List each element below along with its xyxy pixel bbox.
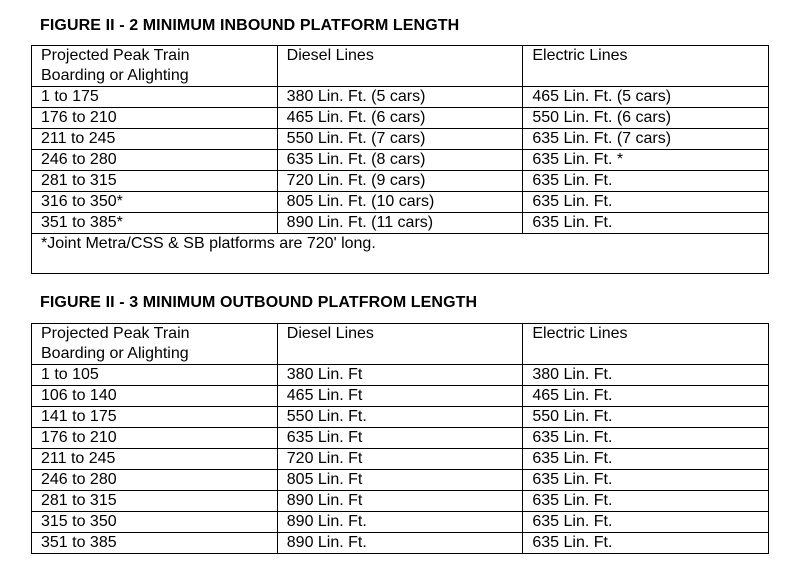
cell-boarding-range: 106 to 140 xyxy=(31,385,278,407)
table-row: 246 to 280 805 Lin. Ft 635 Lin. Ft. xyxy=(31,469,769,491)
table-row: 176 to 210 465 Lin. Ft. (6 cars) 550 Lin. … xyxy=(31,107,769,129)
cell-boarding-range: 351 to 385* xyxy=(31,212,278,234)
table-row: 1 to 105 380 Lin. Ft 380 Lin. Ft. xyxy=(31,364,769,386)
table-row: 315 to 350 890 Lin. Ft. 635 Lin. Ft. xyxy=(31,511,769,533)
cell-diesel-length: 380 Lin. Ft xyxy=(276,364,524,386)
table-row: 176 to 210 635 Lin. Ft 635 Lin. Ft. xyxy=(31,427,769,449)
outbound-platform-table: Projected Peak Train Boarding or Alighti… xyxy=(31,323,769,554)
cell-boarding-range: 281 to 315 xyxy=(31,170,278,192)
cell-electric-length: 635 Lin. Ft. xyxy=(522,469,769,491)
cell-boarding-range: 246 to 280 xyxy=(31,469,278,491)
table-header-row: Projected Peak Train Boarding or Alighti… xyxy=(31,45,769,87)
figure-2-title: FIGURE II - 2 MINIMUM INBOUND PLATFORM L… xyxy=(40,17,460,34)
header-col-projected-line2: Boarding or Alighting xyxy=(41,345,189,362)
cell-boarding-range: 1 to 105 xyxy=(31,364,278,386)
header-col-electric: Electric Lines xyxy=(522,323,769,365)
header-col-projected-line1: Projected Peak Train xyxy=(41,47,190,64)
cell-electric-length: 635 Lin. Ft. xyxy=(522,212,769,234)
cell-electric-length: 550 Lin. Ft. (6 cars) xyxy=(522,107,769,129)
header-col-diesel: Diesel Lines xyxy=(276,323,524,365)
cell-diesel-length: 635 Lin. Ft. (8 cars) xyxy=(276,149,524,171)
cell-electric-length: 635 Lin. Ft. xyxy=(522,170,769,192)
table-row: 281 to 315 720 Lin. Ft. (9 cars) 635 Lin. … xyxy=(31,170,769,192)
cell-boarding-range: 315 to 350 xyxy=(31,511,278,533)
cell-diesel-length: 890 Lin. Ft. xyxy=(276,511,524,533)
header-col-projected-line2: Boarding or Alighting xyxy=(41,67,189,84)
header-col-projected: Projected Peak Train Boarding or Alighti… xyxy=(31,323,278,365)
table-row: 106 to 140 465 Lin. Ft 465 Lin. Ft. xyxy=(31,385,769,407)
cell-diesel-length: 890 Lin. Ft. xyxy=(276,532,524,554)
cell-electric-length: 550 Lin. Ft. xyxy=(522,406,769,428)
table-row: 141 to 175 550 Lin. Ft. 550 Lin. Ft. xyxy=(31,406,769,428)
cell-electric-length: 635 Lin. Ft. xyxy=(522,532,769,554)
header-col-electric: Electric Lines xyxy=(522,45,769,87)
table-row: 316 to 350* 805 Lin. Ft. (10 cars) 635 Lin… xyxy=(31,191,769,213)
cell-diesel-length: 890 Lin. Ft. (11 cars) xyxy=(276,212,524,234)
cell-diesel-length: 805 Lin. Ft. (10 cars) xyxy=(276,191,524,213)
cell-diesel-length: 720 Lin. Ft. (9 cars) xyxy=(276,170,524,192)
table-row: 246 to 280 635 Lin. Ft. (8 cars) 635 Lin. … xyxy=(31,149,769,171)
cell-boarding-range: 141 to 175 xyxy=(31,406,278,428)
cell-diesel-length: 550 Lin. Ft. xyxy=(276,406,524,428)
cell-electric-length: 635 Lin. Ft. xyxy=(522,511,769,533)
header-col-diesel: Diesel Lines xyxy=(276,45,524,87)
header-col-projected-line1: Projected Peak Train xyxy=(41,325,190,342)
cell-boarding-range: 281 to 315 xyxy=(31,490,278,512)
cell-boarding-range: 211 to 245 xyxy=(31,128,278,150)
cell-diesel-length: 720 Lin. Ft xyxy=(276,448,524,470)
cell-electric-length: 380 Lin. Ft. xyxy=(522,364,769,386)
cell-diesel-length: 380 Lin. Ft. (5 cars) xyxy=(276,86,524,108)
cell-electric-length: 465 Lin. Ft. (5 cars) xyxy=(522,86,769,108)
figure-3-title: FIGURE II - 3 MINIMUM OUTBOUND PLATFROM … xyxy=(40,294,478,311)
cell-boarding-range: 246 to 280 xyxy=(31,149,278,171)
cell-electric-length: 635 Lin. Ft. * xyxy=(522,149,769,171)
cell-electric-length: 635 Lin. Ft. xyxy=(522,427,769,449)
cell-boarding-range: 211 to 245 xyxy=(31,448,278,470)
table-row: 281 to 315 890 Lin. Ft 635 Lin. Ft. xyxy=(31,490,769,512)
table-footnote-row: *Joint Metra/CSS & SB platforms are 720'… xyxy=(31,233,769,274)
cell-diesel-length: 550 Lin. Ft. (7 cars) xyxy=(276,128,524,150)
cell-boarding-range: 351 to 385 xyxy=(31,532,278,554)
cell-boarding-range: 176 to 210 xyxy=(31,107,278,129)
cell-boarding-range: 1 to 175 xyxy=(31,86,278,108)
table-header-row: Projected Peak Train Boarding or Alighti… xyxy=(31,323,769,365)
header-col-projected: Projected Peak Train Boarding or Alighti… xyxy=(31,45,278,87)
cell-diesel-length: 465 Lin. Ft xyxy=(276,385,524,407)
cell-boarding-range: 176 to 210 xyxy=(31,427,278,449)
cell-electric-length: 635 Lin. Ft. xyxy=(522,448,769,470)
table-row: 211 to 245 550 Lin. Ft. (7 cars) 635 Lin. … xyxy=(31,128,769,150)
cell-electric-length: 635 Lin. Ft. xyxy=(522,490,769,512)
cell-diesel-length: 465 Lin. Ft. (6 cars) xyxy=(276,107,524,129)
cell-electric-length: 635 Lin. Ft. (7 cars) xyxy=(522,128,769,150)
table-footnote: *Joint Metra/CSS & SB platforms are 720'… xyxy=(31,233,769,274)
cell-diesel-length: 805 Lin. Ft xyxy=(276,469,524,491)
cell-diesel-length: 890 Lin. Ft xyxy=(276,490,524,512)
inbound-platform-table: Projected Peak Train Boarding or Alighti… xyxy=(31,45,769,274)
cell-boarding-range: 316 to 350* xyxy=(31,191,278,213)
table-row: 211 to 245 720 Lin. Ft 635 Lin. Ft. xyxy=(31,448,769,470)
table-row: 351 to 385 890 Lin. Ft. 635 Lin. Ft. xyxy=(31,532,769,554)
cell-electric-length: 635 Lin. Ft. xyxy=(522,191,769,213)
table-row: 1 to 175 380 Lin. Ft. (5 cars) 465 Lin. Ft… xyxy=(31,86,769,108)
cell-diesel-length: 635 Lin. Ft xyxy=(276,427,524,449)
cell-electric-length: 465 Lin. Ft. xyxy=(522,385,769,407)
table-row: 351 to 385* 890 Lin. Ft. (11 cars) 635 Lin… xyxy=(31,212,769,234)
